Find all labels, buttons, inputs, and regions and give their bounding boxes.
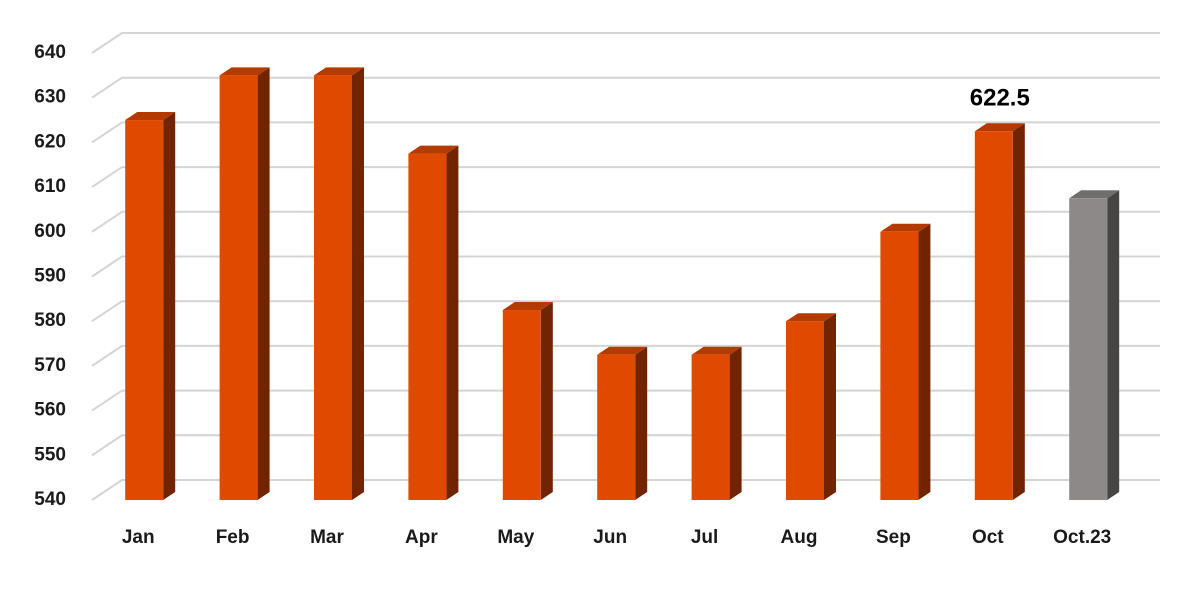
bar bbox=[408, 145, 459, 500]
grid-line bbox=[91, 121, 1160, 144]
grid-line bbox=[91, 76, 1160, 99]
bar-front bbox=[974, 131, 1013, 500]
bar bbox=[125, 112, 176, 501]
bar-side bbox=[824, 313, 836, 500]
bar-side bbox=[257, 67, 270, 500]
x-tick-label: Apr bbox=[405, 527, 438, 548]
x-tick-label: Oct.23 bbox=[1053, 527, 1111, 548]
bar-front bbox=[125, 120, 164, 501]
bar bbox=[314, 67, 364, 500]
bar-front bbox=[219, 75, 258, 500]
bar-side bbox=[540, 302, 553, 500]
bar-front bbox=[502, 310, 541, 500]
bar-top bbox=[125, 112, 176, 121]
x-tick-label: Sep bbox=[876, 527, 911, 548]
bar bbox=[502, 302, 553, 500]
y-tick-label: 570 bbox=[34, 355, 66, 376]
bar bbox=[1069, 190, 1120, 500]
bar-front bbox=[1069, 198, 1108, 500]
x-tick-label: Jun bbox=[593, 527, 627, 548]
bar-front bbox=[786, 321, 824, 500]
grid-line bbox=[91, 32, 1160, 54]
bar-side bbox=[1107, 190, 1120, 500]
bar-side bbox=[446, 145, 459, 500]
y-tick-label: 560 bbox=[34, 400, 66, 421]
bar-front bbox=[408, 153, 447, 500]
bar-top bbox=[314, 67, 364, 76]
bar-top bbox=[974, 123, 1025, 132]
y-tick-label: 630 bbox=[34, 87, 66, 108]
bar-front bbox=[880, 231, 919, 501]
bar-side bbox=[352, 67, 364, 500]
y-tick-label: 610 bbox=[34, 176, 66, 197]
bar-top bbox=[1069, 190, 1120, 199]
x-tick-label: Mar bbox=[310, 527, 344, 548]
x-tick-label: Jan bbox=[122, 527, 155, 548]
bar-front bbox=[691, 354, 730, 500]
bar-top bbox=[597, 346, 648, 355]
x-tick-label: Jul bbox=[691, 527, 718, 548]
x-tick-label: May bbox=[497, 527, 534, 548]
bar-top bbox=[691, 346, 742, 355]
x-tick-label: Oct bbox=[972, 527, 1004, 548]
y-tick-label: 540 bbox=[34, 489, 66, 510]
bar-front bbox=[597, 354, 636, 500]
y-tick-label: 580 bbox=[34, 310, 66, 331]
x-tick-label: Aug bbox=[781, 527, 818, 548]
bar-top bbox=[880, 223, 931, 232]
bar bbox=[691, 346, 742, 500]
y-tick-label: 590 bbox=[34, 266, 66, 287]
bar-top bbox=[408, 145, 459, 154]
y-tick-label: 550 bbox=[34, 444, 66, 465]
bar-top bbox=[502, 302, 553, 311]
bar-side bbox=[729, 346, 742, 500]
y-tick-label: 600 bbox=[34, 221, 66, 242]
x-tick-label: Feb bbox=[216, 527, 250, 548]
bar-side bbox=[635, 346, 648, 500]
bar-front bbox=[314, 75, 352, 500]
y-tick-label: 620 bbox=[34, 131, 66, 152]
bar-top bbox=[786, 313, 836, 322]
grid-line bbox=[91, 166, 1160, 188]
y-tick-label: 640 bbox=[34, 42, 66, 63]
value-label: 622.5 bbox=[970, 85, 1030, 112]
grid-line bbox=[91, 300, 1160, 323]
bar-side bbox=[918, 223, 931, 501]
bar-side bbox=[1012, 123, 1025, 500]
grid-line bbox=[91, 210, 1160, 233]
grid-line bbox=[91, 255, 1160, 278]
bar bbox=[219, 67, 270, 500]
bar-top bbox=[219, 67, 270, 76]
bar bbox=[597, 346, 648, 500]
bar-side bbox=[163, 112, 176, 501]
bar bbox=[786, 313, 836, 500]
bar bbox=[880, 223, 931, 501]
bar bbox=[974, 123, 1025, 500]
